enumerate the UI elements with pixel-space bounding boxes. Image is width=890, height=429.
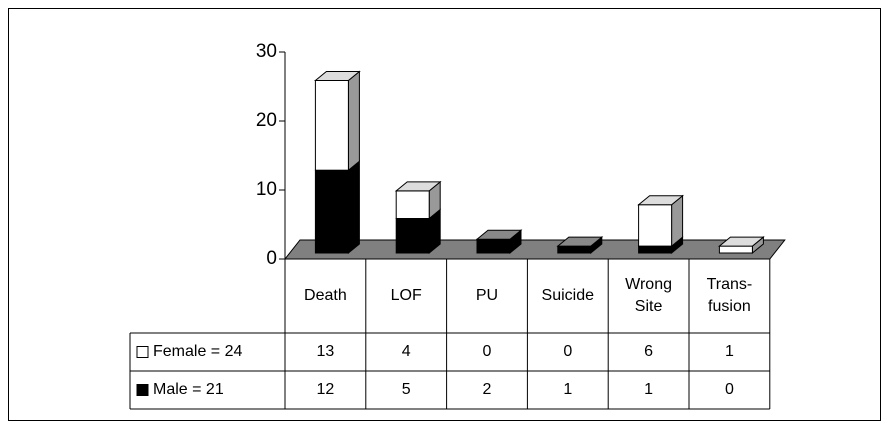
y-tick-label: 20	[256, 110, 277, 131]
bar	[718, 245, 753, 254]
bar-top	[717, 236, 765, 247]
category-cell: LOF	[390, 287, 422, 304]
data-label: 0	[725, 381, 734, 398]
bar-top	[475, 229, 523, 240]
data-label: 12	[317, 381, 335, 398]
bar	[395, 218, 430, 254]
bar	[314, 80, 349, 171]
category-cell: Death	[304, 287, 347, 304]
data-label: 0	[483, 343, 492, 360]
bar-top	[556, 236, 604, 247]
category-cell: Trans- fusion	[706, 276, 753, 315]
data-label: 6	[644, 343, 653, 360]
data-label: 1	[644, 381, 653, 398]
data-label: 1	[563, 381, 572, 398]
bar	[314, 169, 349, 254]
floor	[283, 239, 786, 260]
x-tick-label: PU	[475, 287, 499, 304]
y-tick-label: 0	[266, 248, 277, 269]
x-tick-label: Trans- fusion	[706, 276, 753, 315]
category-cell: Suicide	[541, 287, 595, 304]
legend-swatch	[136, 346, 149, 358]
x-tick-label: Suicide	[541, 287, 595, 304]
category-cell: Wrong Site	[625, 276, 672, 315]
y-tick-label: 30	[256, 41, 277, 62]
data-label: 5	[402, 381, 411, 398]
data-label: 2	[483, 381, 492, 398]
legend-swatch	[136, 384, 149, 396]
bar	[395, 190, 430, 219]
bar	[476, 238, 511, 254]
x-tick-label: Death	[304, 287, 347, 304]
bar-side	[347, 160, 360, 255]
x-tick-label: LOF	[390, 287, 422, 304]
data-label: 4	[402, 343, 411, 360]
bar	[557, 245, 592, 254]
bar-top	[637, 195, 685, 206]
category-cell: PU	[475, 287, 499, 304]
frame	[8, 8, 881, 421]
bar-top	[394, 181, 442, 192]
bar	[638, 204, 673, 247]
bar-side	[347, 70, 360, 172]
bar	[638, 245, 673, 254]
y-tick-label: 10	[256, 179, 277, 200]
legend-label: Male = 21	[153, 381, 224, 398]
x-tick-label: Wrong Site	[625, 276, 672, 315]
data-label: 1	[725, 343, 734, 360]
legend-label: Female = 24	[153, 343, 242, 360]
bar-top	[313, 71, 361, 81]
data-label: 13	[317, 343, 335, 360]
data-label: 0	[563, 343, 572, 360]
